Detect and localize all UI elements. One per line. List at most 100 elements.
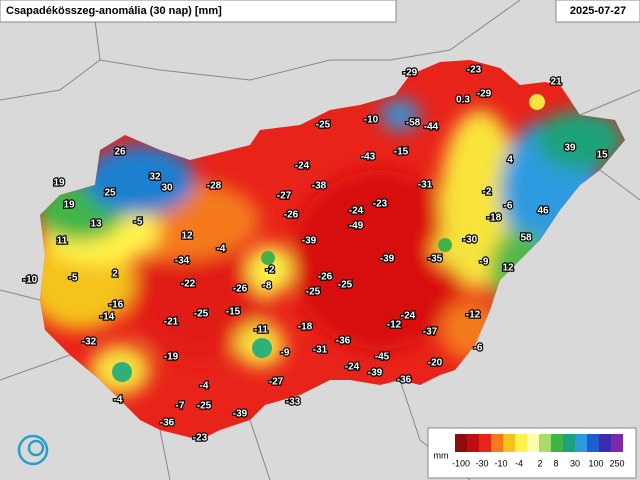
station-value: -12 (387, 320, 402, 331)
station-value: -25 (194, 309, 209, 320)
station-value: -23 (193, 433, 208, 444)
station-value: -18 (298, 322, 313, 333)
station-value: -10 (23, 275, 38, 286)
station-value: -36 (160, 418, 175, 429)
station-value: -9 (281, 348, 290, 359)
station-value: -33 (286, 397, 301, 408)
station-value: -15 (226, 307, 241, 318)
legend-tick: 30 (570, 458, 580, 468)
station-value: -38 (312, 181, 327, 192)
station-value: -44 (424, 122, 439, 133)
station-value: -29 (477, 89, 492, 100)
station-value: -27 (277, 191, 292, 202)
station-value: -32 (82, 337, 97, 348)
station-value: -2 (266, 265, 275, 276)
station-value: -39 (368, 368, 383, 379)
station-value: -25 (306, 287, 321, 298)
legend-tick: -30 (475, 458, 488, 468)
station-value: -34 (175, 256, 190, 267)
station-value: 12 (181, 231, 193, 242)
title-box (0, 0, 397, 23)
station-value: -24 (345, 362, 360, 373)
station-value: -22 (181, 279, 196, 290)
station-value: -2 (483, 187, 492, 198)
station-value: -58 (406, 118, 421, 129)
legend-tick: 8 (553, 458, 558, 468)
station-value: -16 (109, 300, 124, 311)
station-value: -31 (418, 180, 433, 191)
station-value: -43 (361, 152, 376, 163)
station-value: -25 (316, 120, 331, 131)
station-value: -8 (263, 281, 272, 292)
station-value: -36 (336, 336, 351, 347)
station-value: -12 (466, 310, 481, 321)
station-value: -10 (364, 115, 379, 126)
station-value: 46 (537, 206, 549, 217)
station-value: -4 (217, 244, 226, 255)
station-value: -4 (114, 395, 123, 406)
station-value: 2 (112, 269, 118, 280)
station-value: -26 (318, 272, 333, 283)
station-value: -27 (269, 377, 284, 388)
station-value: -20 (428, 358, 443, 369)
legend-tick: 2 (537, 458, 542, 468)
station-value: -24 (295, 161, 310, 172)
legend-tick: -100 (452, 458, 470, 468)
station-value: 21 (550, 77, 562, 88)
station-value: -25 (197, 401, 212, 412)
station-value: -19 (164, 352, 179, 363)
station-value: 26 (114, 147, 126, 158)
title: Csapadékösszeg-anomália (30 nap) [mm] (6, 5, 222, 17)
station-value: -28 (207, 181, 222, 192)
station-value: 30 (161, 183, 173, 194)
date: 2025-07-27 (570, 5, 626, 17)
station-value: -21 (164, 317, 179, 328)
station-value: 12 (502, 263, 514, 274)
station-value: -6 (474, 343, 483, 354)
date-box (555, 0, 640, 23)
legend-tick: 250 (609, 458, 624, 468)
station-value: -4 (200, 381, 209, 392)
station-value: -18 (487, 213, 502, 224)
legend-tick: -4 (515, 458, 523, 468)
station-value: -45 (375, 352, 390, 363)
legend-tick: 100 (588, 458, 603, 468)
station-value: 11 (57, 236, 68, 247)
station-value: 19 (63, 200, 75, 211)
station-value: 15 (596, 150, 608, 161)
station-value: 4 (507, 155, 513, 166)
station-value: -11 (254, 325, 268, 336)
logo (17, 434, 49, 466)
station-value: -24 (349, 206, 364, 217)
station-value: -25 (338, 280, 353, 291)
station-value: -49 (349, 221, 364, 232)
station-value: -24 (401, 311, 416, 322)
station-value: -5 (134, 217, 143, 228)
station-value: -23 (373, 199, 388, 210)
station-value: -36 (397, 375, 412, 386)
station-value: -15 (394, 147, 409, 158)
station-value: 0.3 (456, 95, 470, 106)
station-value: -14 (100, 312, 115, 323)
station-value: 58 (520, 233, 532, 244)
station-value: -37 (423, 327, 438, 338)
station-value: -31 (313, 345, 328, 356)
station-value: -26 (233, 284, 248, 295)
station-value: -9 (480, 257, 489, 268)
station-value: 19 (53, 178, 65, 189)
station-value: -26 (284, 210, 299, 221)
station-value: -39 (302, 236, 317, 247)
station-value: 13 (90, 219, 102, 230)
legend-tick: -10 (494, 458, 507, 468)
station-value: -23 (467, 65, 482, 76)
station-value: -6 (504, 201, 513, 212)
station-value: 25 (104, 188, 116, 199)
station-value: -29 (403, 68, 418, 79)
station-value: 39 (564, 143, 576, 154)
station-value: -39 (380, 254, 395, 265)
station-value: -5 (69, 273, 78, 284)
legend-unit: mm (434, 450, 449, 460)
legend-colorbar (455, 434, 623, 452)
station-value: -7 (176, 401, 185, 412)
